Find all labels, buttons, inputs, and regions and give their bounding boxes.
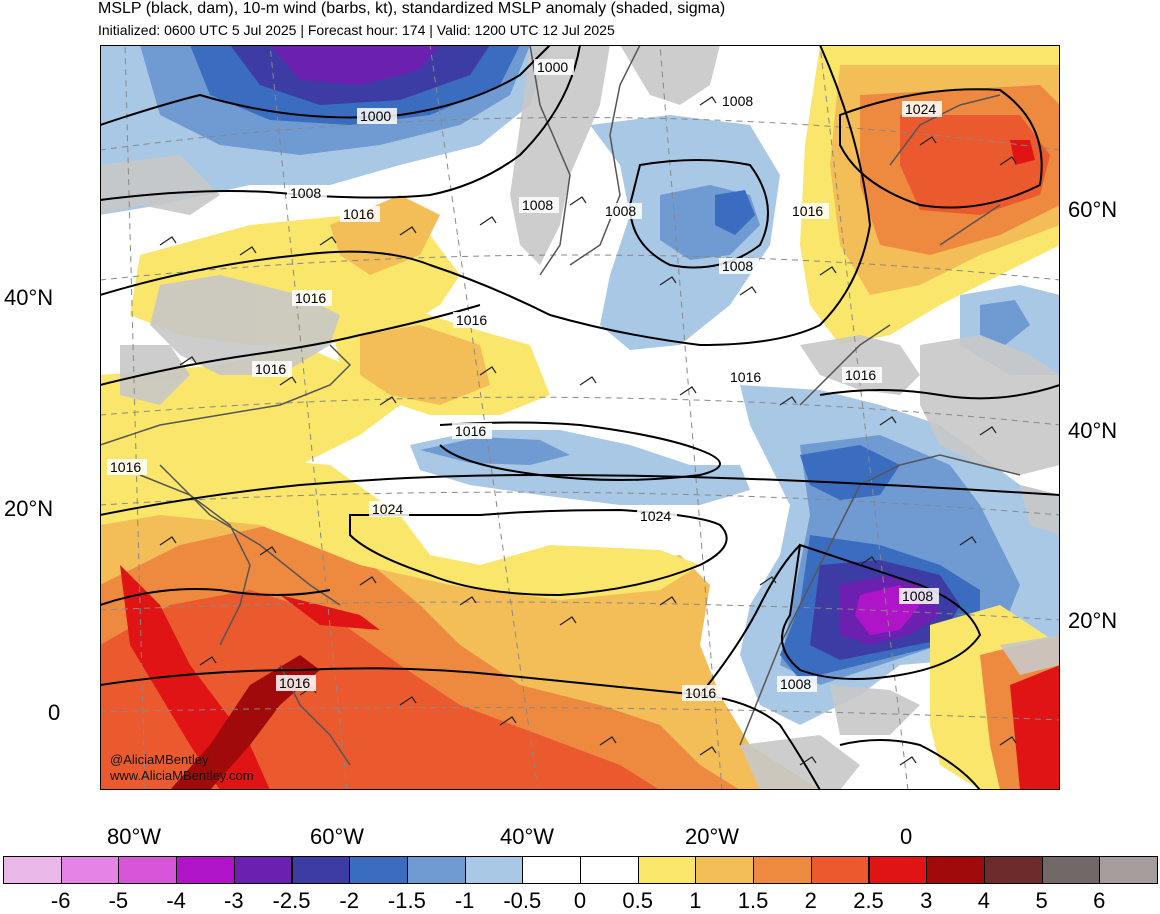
contour-label-1000-north: 1000 [537, 59, 568, 75]
lat-label-left-0: 0 [48, 700, 61, 725]
contour-label-1024-west: 1024 [372, 501, 403, 517]
colorbar-tick-label: -0.5 [503, 888, 542, 913]
map-subtitle: Initialized: 0600 UTC 5 Jul 2025 | Forec… [98, 22, 615, 38]
colorbar-swatch [349, 856, 408, 884]
credit-handle: @AliciaMBentley [110, 752, 209, 767]
lat-label-left-40n: 40°N [4, 285, 54, 310]
colorbar-tick-label: -1 [454, 888, 475, 913]
contour-label-1000-west: 1000 [360, 108, 391, 124]
colorbar-tick-label: -3 [224, 888, 244, 913]
colorbar-swatch [1099, 856, 1158, 884]
lat-label-right-20n: 20°N [1068, 608, 1118, 633]
lat-label-right-60n: 60°N [1068, 197, 1118, 222]
map-title: MSLP (black, dam), 10-m wind (barbs, kt)… [98, 0, 726, 17]
colorbar-swatch [522, 856, 581, 884]
colorbar-swatch [291, 856, 351, 884]
contour-label-1008-sahara: 1008 [902, 588, 933, 604]
colorbar-swatch [464, 856, 524, 884]
contour-label-1008-sahara-south: 1008 [780, 676, 811, 692]
colorbar-tick-label: 1 [689, 888, 702, 913]
colorbar-swatch [810, 856, 870, 884]
colorbar-tick-label: 0 [573, 888, 587, 913]
colorbar-swatch [176, 856, 235, 884]
contour-label-1016-i: 1016 [110, 459, 141, 475]
lon-label-80w: 80°W [107, 824, 162, 849]
colorbar-swatch [60, 856, 120, 884]
colorbar-tick-label: 0.5 [622, 888, 653, 913]
colorbar-swatch [3, 856, 62, 884]
colorbar-swatch [118, 856, 178, 884]
colorbar-tick-label: -2 [339, 888, 359, 913]
colorbar-tick-label: -4 [166, 888, 186, 913]
colorbar-swatch [580, 856, 639, 884]
contour-label-1016-a: 1016 [343, 206, 374, 222]
contour-label-1008-low: 1008 [722, 258, 753, 274]
contour-label-1016-f: 1016 [730, 369, 761, 385]
lat-label-right-40n: 40°N [1068, 418, 1118, 443]
colorbar-swatch [406, 856, 466, 884]
anomaly-map: 1000 1000 1008 1008 1008 1008 1008 1016 … [100, 45, 1060, 790]
lon-label-0: 0 [900, 824, 913, 849]
lat-label-left-20n: 20°N [4, 496, 54, 521]
contour-label-1008-labrador: 1008 [290, 185, 321, 201]
lon-label-40w: 40°W [500, 824, 555, 849]
contour-label-1016-africa: 1016 [685, 685, 716, 701]
contour-label-1016-g: 1016 [845, 367, 876, 383]
contour-label-1016-j: 1016 [279, 675, 310, 691]
lon-label-60w: 60°W [310, 824, 365, 849]
colorbar-tick-label: 2.5 [853, 888, 884, 913]
colorbar-swatch [233, 856, 293, 884]
contour-label-1008-denmark-strait: 1008 [605, 203, 636, 219]
contour-label-1008-iceland: 1008 [722, 93, 753, 109]
colorbar-tick-label: 3 [920, 888, 933, 913]
colorbar-tick-label: -2.5 [272, 888, 311, 913]
contour-label-1024-central: 1024 [640, 508, 671, 524]
colorbar-tick-label: -6 [50, 888, 71, 913]
colorbar-swatch [1041, 856, 1101, 884]
contour-label-1016-d: 1016 [456, 312, 487, 328]
contour-label-1016-c: 1016 [295, 290, 326, 306]
colorbar-swatch [926, 856, 985, 884]
colorbar-tick-label: -1.5 [387, 888, 426, 913]
colorbar-tick-label: -5 [108, 888, 129, 913]
map-frame [100, 45, 1060, 790]
colorbar-tick-label: 4 [977, 888, 991, 913]
contour-label-1016-e: 1016 [255, 361, 286, 377]
lon-label-20w: 20°W [685, 824, 740, 849]
colorbar-tick-label: 1.5 [737, 888, 769, 913]
contour-label-1024-europe: 1024 [905, 101, 936, 117]
colorbar-swatch [868, 856, 928, 884]
colorbar-tick-label: 2 [804, 888, 817, 913]
contour-label-1016-b: 1016 [792, 203, 823, 219]
colorbar-swatch [637, 856, 697, 884]
colorbar-tick-label: 5 [1035, 888, 1048, 913]
colorbar-swatch [695, 856, 755, 884]
credit-site: www.AliciaMBentley.com [110, 768, 254, 783]
contour-label-1016-h: 1016 [455, 423, 486, 439]
colorbar-swatch [753, 856, 812, 884]
colorbar-tick-label: 6 [1093, 888, 1106, 913]
colorbar-swatch [983, 856, 1043, 884]
contour-label-1008-greenland: 1008 [522, 197, 553, 213]
